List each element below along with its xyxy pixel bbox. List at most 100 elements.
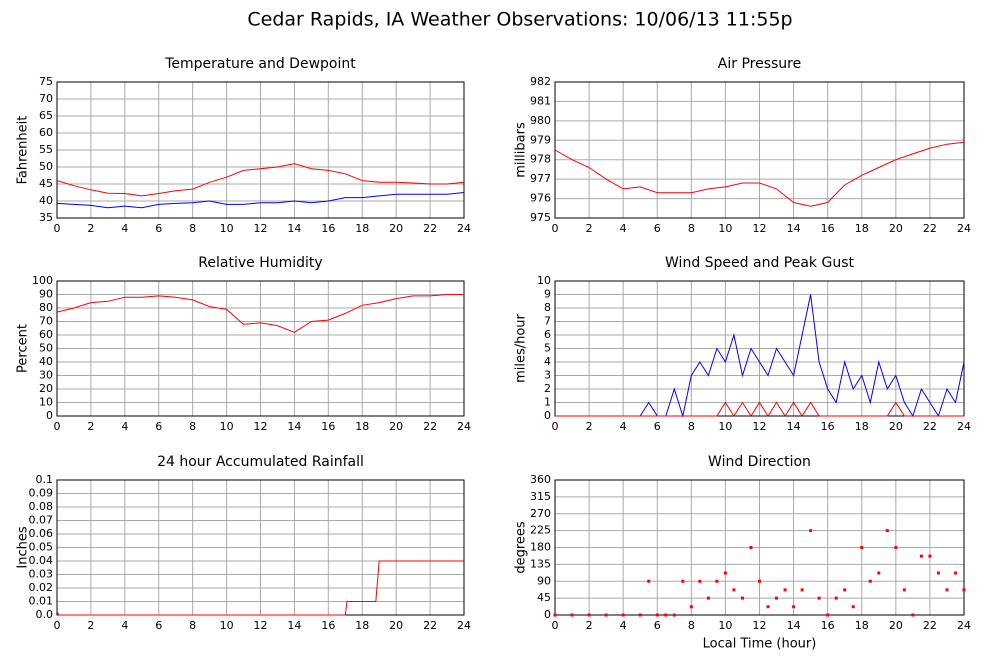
data-point — [783, 588, 787, 592]
data-point — [800, 588, 804, 592]
x-tick-label: 2 — [87, 619, 94, 632]
y-tick-label: 7 — [544, 315, 551, 328]
x-tick-label: 14 — [787, 222, 801, 235]
data-point — [638, 613, 642, 617]
y-tick-label: 60 — [39, 328, 53, 341]
x-tick-label: 4 — [620, 222, 627, 235]
y-tick-label: 3 — [544, 369, 551, 382]
x-tick-label: 0 — [54, 222, 61, 235]
x-tick-label: 22 — [423, 420, 437, 433]
x-tick-label: 16 — [821, 619, 835, 632]
y-tick-label: 45 — [39, 177, 53, 190]
y-tick-label: 270 — [530, 507, 551, 520]
data-line — [56, 294, 464, 333]
x-tick-label: 18 — [355, 420, 369, 433]
y-axis-label: Percent — [16, 324, 31, 373]
x-tick-label: 12 — [254, 222, 268, 235]
x-axis-label: Local Time (hour) — [703, 637, 817, 652]
data-point — [868, 579, 872, 583]
data-point — [604, 613, 608, 617]
x-tick-label: 20 — [389, 222, 403, 235]
data-point — [945, 588, 949, 592]
x-tick-label: 16 — [321, 222, 335, 235]
plot-frame — [554, 479, 965, 616]
y-tick-label: 2 — [544, 382, 551, 395]
x-tick-label: 2 — [586, 619, 593, 632]
y-axis-label: Inches — [16, 526, 31, 568]
x-tick-label: 8 — [688, 420, 695, 433]
x-tick-label: 10 — [718, 222, 732, 235]
x-tick-label: 0 — [552, 420, 559, 433]
data-line — [56, 192, 465, 209]
x-tick-label: 2 — [87, 420, 94, 433]
data-point — [672, 613, 676, 617]
y-tick-label: 0 — [544, 409, 551, 422]
y-tick-label: 0 — [544, 608, 551, 621]
y-tick-label: 360 — [530, 473, 551, 486]
y-tick-label: 4 — [544, 355, 551, 368]
y-tick-label: 1 — [544, 396, 551, 409]
data-point — [740, 596, 744, 600]
y-tick-label: 35 — [39, 211, 53, 224]
data-line — [56, 163, 465, 197]
x-tick-label: 4 — [121, 222, 128, 235]
data-line — [554, 141, 965, 207]
x-tick-label: 8 — [189, 420, 196, 433]
x-tick-label: 4 — [620, 619, 627, 632]
y-tick-label: 0 — [46, 409, 53, 422]
x-tick-label: 6 — [654, 619, 661, 632]
x-tick-label: 22 — [923, 619, 937, 632]
x-tick-label: 12 — [254, 619, 268, 632]
x-tick-label: 14 — [287, 420, 301, 433]
y-tick-label: 0.02 — [29, 581, 54, 594]
y-tick-label: 45 — [537, 591, 551, 604]
x-tick-label: 20 — [889, 420, 903, 433]
x-tick-label: 18 — [855, 222, 869, 235]
data-point — [843, 588, 847, 592]
y-tick-label: 10 — [39, 396, 53, 409]
y-axis-label: degrees — [514, 521, 529, 574]
y-tick-label: 0.07 — [29, 514, 54, 527]
data-point — [758, 579, 761, 583]
x-tick-label: 10 — [718, 619, 732, 632]
y-tick-label: 979 — [530, 133, 551, 146]
data-point — [715, 579, 719, 583]
y-tick-label: 977 — [530, 172, 551, 185]
x-tick-label: 0 — [552, 619, 559, 632]
x-tick-label: 12 — [753, 222, 767, 235]
data-point — [664, 613, 668, 617]
data-point — [877, 571, 881, 575]
y-tick-label: 980 — [530, 114, 551, 127]
data-point — [587, 613, 591, 617]
x-tick-label: 24 — [957, 619, 971, 632]
x-tick-label: 10 — [220, 619, 234, 632]
data-point — [851, 605, 855, 609]
y-tick-label: 10 — [537, 274, 551, 287]
x-tick-label: 22 — [923, 222, 937, 235]
x-tick-label: 22 — [423, 222, 437, 235]
y-tick-label: 180 — [530, 541, 551, 554]
plot-frame — [554, 280, 965, 417]
y-axis-label: millibars — [514, 122, 529, 178]
chart-title: Wind Direction — [708, 454, 811, 470]
x-tick-label: 18 — [855, 420, 869, 433]
y-tick-label: 981 — [530, 94, 551, 107]
y-tick-label: 100 — [32, 274, 53, 287]
y-tick-label: 982 — [530, 75, 551, 88]
x-tick-label: 20 — [389, 619, 403, 632]
x-tick-label: 14 — [787, 420, 801, 433]
x-tick-label: 16 — [321, 420, 335, 433]
y-tick-label: 70 — [39, 92, 53, 105]
x-tick-label: 18 — [355, 222, 369, 235]
x-tick-label: 6 — [155, 420, 162, 433]
plot-frame — [56, 81, 465, 219]
y-tick-label: 0.04 — [29, 554, 54, 567]
y-tick-label: 6 — [544, 328, 551, 341]
y-tick-label: 225 — [530, 524, 551, 537]
x-tick-label: 0 — [54, 619, 61, 632]
data-point — [911, 613, 915, 617]
data-point — [817, 596, 821, 600]
x-tick-label: 16 — [821, 222, 835, 235]
